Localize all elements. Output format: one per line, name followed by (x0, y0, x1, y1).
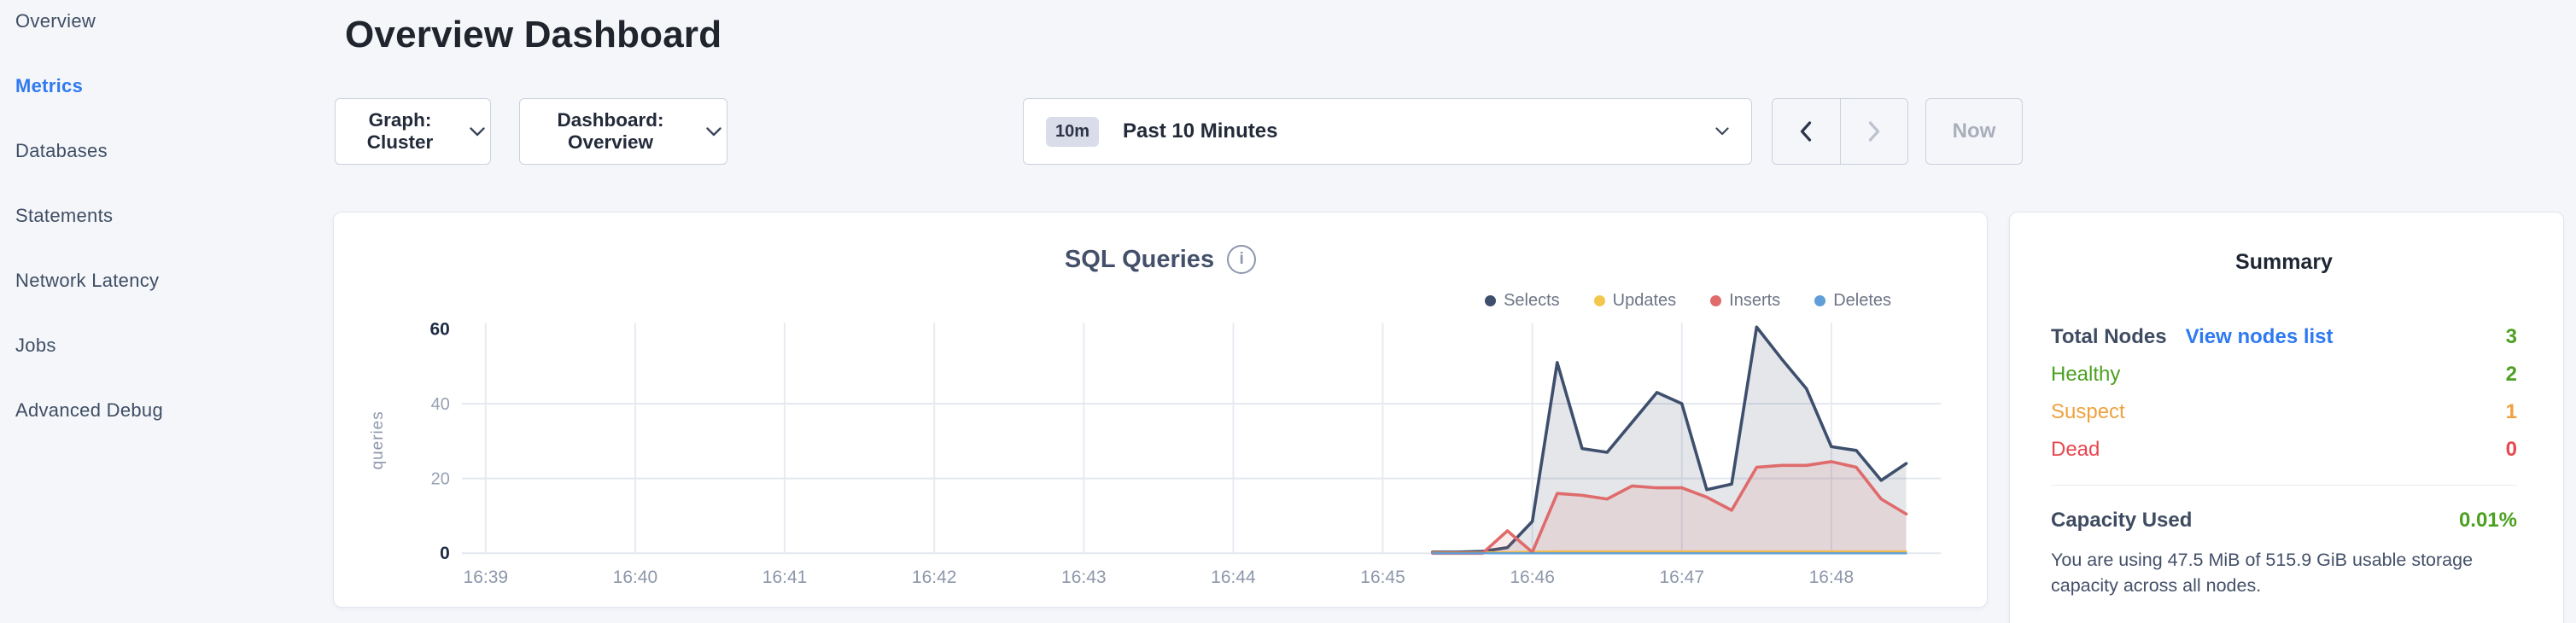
svg-text:20: 20 (431, 470, 450, 489)
sql-queries-chart[interactable]: 16:39 16:40 16:41 16:42 16:43 16:44 16:45 16:46… (334, 213, 1987, 607)
view-nodes-link[interactable]: View nodes list (2185, 325, 2334, 348)
healthy-label: Healthy (2051, 363, 2121, 386)
sidebar-item-network-latency[interactable]: Network Latency (15, 270, 160, 291)
svg-text:16:43: 16:43 (1061, 568, 1106, 587)
svg-text:16:47: 16:47 (1660, 568, 1704, 587)
capacity-description: You are using 47.5 MiB of 515.9 GiB usab… (2051, 550, 2474, 596)
selects-dot-icon (1485, 295, 1497, 306)
graph-dropdown[interactable]: Graph: Cluster (335, 98, 491, 165)
time-prev-button[interactable] (1773, 99, 1840, 164)
legend-label: Deletes (1833, 291, 1891, 310)
summary-divider (2051, 485, 2517, 486)
total-nodes-label: Total Nodes (2051, 325, 2167, 348)
time-nav-buttons (1772, 98, 1908, 165)
svg-text:16:44: 16:44 (1211, 568, 1256, 587)
legend-item-selects[interactable]: Selects (1485, 291, 1560, 311)
chart-legend: Selects Updates Inserts Deletes (1485, 291, 1891, 311)
time-range-badge: 10m (1046, 116, 1100, 147)
svg-text:16:42: 16:42 (912, 568, 956, 587)
summary-row-healthy: Healthy 2 (2051, 362, 2517, 387)
summary-row-capacity: Capacity Used 0.01% (2051, 508, 2517, 533)
legend-label: Inserts (1729, 291, 1781, 310)
legend-label: Updates (1612, 291, 1677, 310)
inserts-dot-icon (1710, 295, 1722, 306)
dashboard-dropdown-label: Dashboard: Overview (557, 109, 664, 153)
chevron-left-icon (1800, 121, 1812, 142)
dead-label: Dead (2051, 438, 2100, 461)
chevron-down-icon (470, 126, 485, 137)
total-nodes-value: 3 (2505, 325, 2517, 348)
svg-text:16:40: 16:40 (613, 568, 657, 587)
suspect-value: 1 (2505, 400, 2517, 423)
svg-text:40: 40 (431, 395, 450, 414)
chevron-down-icon (1715, 127, 1729, 136)
summary-row-dead: Dead 0 (2051, 437, 2517, 463)
legend-label: Selects (1504, 291, 1560, 310)
capacity-used-value: 0.01% (2458, 509, 2517, 532)
legend-item-inserts[interactable]: Inserts (1710, 291, 1780, 311)
sidebar: Overview Metrics Databases Statements Ne… (0, 0, 333, 461)
controls-row: Graph: Cluster Dashboard: Overview 10m P… (333, 98, 2576, 165)
chevron-right-icon (1868, 121, 1880, 142)
suspect-label: Suspect (2051, 400, 2125, 423)
svg-text:0: 0 (440, 544, 450, 563)
sidebar-item-metrics[interactable]: Metrics (15, 75, 84, 96)
svg-text:16:39: 16:39 (464, 568, 508, 587)
graph-dropdown-label: Graph: Cluster (366, 109, 434, 153)
time-range-label: Past 10 Minutes (1123, 119, 1278, 143)
info-icon[interactable]: i (1227, 245, 1257, 274)
updates-dot-icon (1593, 295, 1605, 306)
summary-row-suspect: Suspect 1 (2051, 399, 2517, 425)
summary-title: Summary (2235, 250, 2333, 274)
dashboard-dropdown[interactable]: Dashboard: Overview (519, 98, 727, 165)
svg-text:60: 60 (430, 319, 450, 339)
deletes-dot-icon (1814, 295, 1826, 306)
legend-item-deletes[interactable]: Deletes (1814, 291, 1891, 311)
sidebar-item-advanced-debug[interactable]: Advanced Debug (15, 399, 163, 421)
capacity-used-label: Capacity Used (2051, 509, 2193, 532)
sidebar-item-overview[interactable]: Overview (15, 10, 96, 32)
dead-value: 0 (2505, 438, 2517, 461)
legend-item-updates[interactable]: Updates (1593, 291, 1677, 311)
summary-panel: Summary Total Nodes View nodes list 3 He… (2009, 212, 2564, 623)
sidebar-item-jobs[interactable]: Jobs (15, 335, 56, 356)
sidebar-item-statements[interactable]: Statements (15, 205, 114, 226)
chevron-down-icon (706, 126, 721, 137)
chart-title-row: SQL Queries i (334, 245, 1987, 274)
sql-queries-card: SQL Queries i Selects Updates Inserts (333, 212, 1988, 608)
healthy-value: 2 (2505, 363, 2517, 386)
svg-text:16:45: 16:45 (1360, 568, 1405, 587)
chart-title: SQL Queries (1064, 245, 1215, 273)
svg-text:16:48: 16:48 (1809, 568, 1854, 587)
time-range-dropdown[interactable]: 10m Past 10 Minutes (1023, 98, 1752, 165)
svg-text:queries: queries (369, 410, 387, 469)
now-button[interactable]: Now (1925, 98, 2023, 165)
main-content: Overview Dashboard Graph: Cluster Dashbo… (333, 0, 2576, 623)
sidebar-item-databases[interactable]: Databases (15, 140, 108, 161)
svg-text:16:46: 16:46 (1510, 568, 1554, 587)
page-title: Overview Dashboard (345, 14, 722, 55)
summary-row-total-nodes: Total Nodes View nodes list 3 (2051, 324, 2517, 350)
time-next-button[interactable] (1839, 99, 1908, 164)
svg-text:16:41: 16:41 (762, 568, 807, 587)
